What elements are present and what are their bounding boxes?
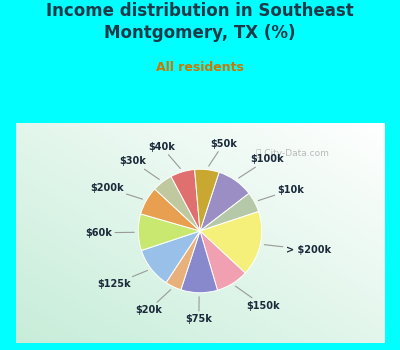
- Text: $125k: $125k: [97, 271, 148, 289]
- Wedge shape: [200, 231, 245, 290]
- Text: $150k: $150k: [236, 286, 280, 310]
- Wedge shape: [195, 169, 219, 231]
- Wedge shape: [138, 214, 200, 251]
- Wedge shape: [166, 231, 200, 290]
- Text: $10k: $10k: [258, 185, 304, 201]
- Text: All residents: All residents: [156, 61, 244, 74]
- Text: $40k: $40k: [148, 142, 180, 168]
- Text: $20k: $20k: [135, 290, 171, 315]
- Wedge shape: [141, 189, 200, 231]
- Text: $100k: $100k: [239, 154, 284, 178]
- Text: ⓘ City-Data.com: ⓘ City-Data.com: [256, 149, 328, 158]
- Wedge shape: [200, 193, 259, 231]
- Wedge shape: [171, 169, 200, 231]
- Text: $75k: $75k: [185, 297, 212, 324]
- Wedge shape: [181, 231, 218, 293]
- Text: $30k: $30k: [120, 156, 159, 180]
- Text: $200k: $200k: [90, 183, 142, 199]
- Wedge shape: [155, 176, 200, 231]
- Wedge shape: [200, 172, 249, 231]
- Wedge shape: [200, 211, 262, 273]
- Text: $60k: $60k: [86, 228, 134, 238]
- Text: Income distribution in Southeast
Montgomery, TX (%): Income distribution in Southeast Montgom…: [46, 2, 354, 42]
- Text: $50k: $50k: [209, 139, 237, 166]
- Text: > $200k: > $200k: [264, 245, 331, 254]
- Wedge shape: [141, 231, 200, 282]
